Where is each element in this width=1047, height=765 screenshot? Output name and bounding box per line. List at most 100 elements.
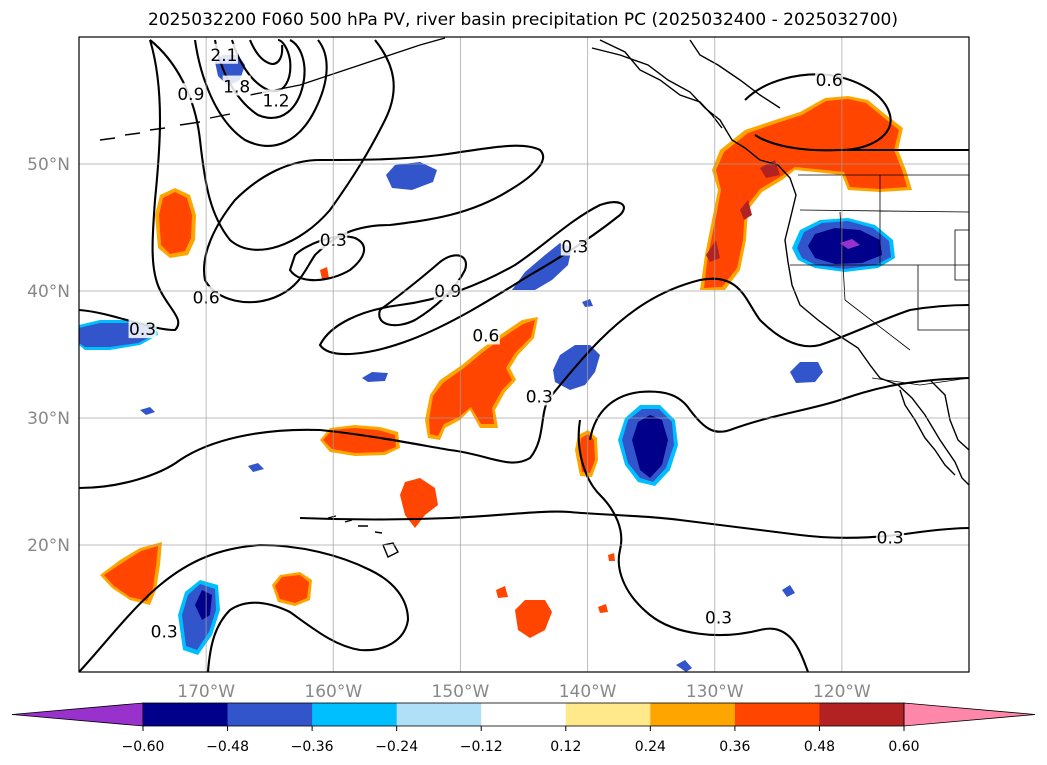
- precip-pos-27n-inner: [323, 428, 396, 453]
- colorbar-outline: [142, 702, 905, 727]
- coastlines: [99, 37, 969, 558]
- contour-label-bg: [433, 280, 462, 300]
- colorbar-tick-label: 0.36: [719, 739, 750, 755]
- contour-label: 1.2: [263, 92, 290, 112]
- contour-label-bg: [560, 235, 589, 256]
- contour-label-bg: [176, 83, 205, 104]
- contour-label-bg: [128, 318, 157, 339]
- lon-tick-label: 170°W: [177, 682, 235, 702]
- colorbar-tick-label: −0.24: [375, 739, 418, 755]
- pv-contour-0.3-ring: [588, 376, 969, 441]
- pv-contour-2.1: [249, 39, 284, 66]
- pv-contour-0.6-mid: [318, 201, 625, 356]
- coastline-alaska-peninsula: [249, 37, 446, 96]
- contour-label-bg: [209, 43, 238, 64]
- lon-tick-label: 130°W: [686, 682, 744, 702]
- contour-label-bg: [262, 89, 291, 110]
- precip-pos-band-inner: [429, 320, 535, 436]
- colorbar-segment: [227, 703, 313, 726]
- colorbar-tick-label: −0.36: [291, 739, 334, 755]
- precip-pos-16n-inner: [275, 575, 309, 603]
- colorbar-tick-label: −0.48: [206, 739, 249, 755]
- colorbar-segment: [650, 703, 736, 726]
- precip-neg-43n: [512, 243, 572, 290]
- pv-contour-0.9-alaska: [149, 39, 395, 251]
- contour-label: 0.6: [472, 326, 499, 346]
- precip-pos-14n: [515, 600, 552, 638]
- contour-label: 0.3: [705, 608, 732, 628]
- colorbar-segment: [819, 703, 905, 726]
- colorbar-tick-label: 0.60: [888, 739, 919, 755]
- lon-tick-label: 120°W: [813, 682, 871, 702]
- colorbar-segment: [481, 703, 567, 726]
- chart-title: 2025032200 F060 500 hPa PV, river basin …: [148, 10, 898, 30]
- contour-label: 0.9: [434, 282, 461, 302]
- precip-neg-15n-core: [195, 590, 212, 620]
- contour-label: 0.9: [177, 85, 204, 105]
- contour-label: 1.8: [223, 78, 250, 98]
- coastline-baja: [899, 389, 956, 476]
- gridlines: [79, 37, 969, 672]
- pv-contour-1.8: [230, 38, 292, 93]
- pv-contour-0.6-ne: [744, 73, 892, 152]
- pv-contour-1.2: [193, 39, 328, 147]
- colorbar-tick-label: 0.48: [804, 739, 835, 755]
- lat-tick-label: 30°N: [27, 409, 70, 429]
- contour-label-bg: [222, 75, 251, 96]
- colorbar: [11, 702, 1036, 727]
- colorbar-segment: [396, 703, 482, 726]
- lon-tick-label: 150°W: [432, 682, 490, 702]
- border-us-mexico: [871, 377, 969, 386]
- lat-tick-label: 40°N: [27, 282, 70, 302]
- contour-label: 0.3: [877, 528, 904, 548]
- precip-fills: [79, 55, 912, 672]
- contour-label: 2.1: [210, 46, 237, 66]
- colorbar-tick-label: 0.24: [635, 739, 666, 755]
- contour-label: 0.6: [816, 71, 843, 91]
- coastline-mexico-mainland: [929, 379, 969, 451]
- contour-label-bg: [525, 385, 554, 406]
- political-borders: [790, 174, 969, 386]
- colorbar-tick-labels: −0.60 −0.48 −0.36 −0.24 −0.12 0.12 0.24 0.36 0.4…: [122, 726, 920, 755]
- colorbar-tick-label: 0.12: [550, 739, 581, 755]
- pv-contour-0.3-east-loop: [577, 419, 809, 672]
- map-panel: 2.11.81.20.90.60.30.30.90.60.30.30.60.30…: [79, 37, 969, 672]
- border-states: [790, 175, 969, 351]
- lon-tick-label: 160°W: [304, 682, 362, 702]
- alaska-panhandle: [599, 39, 781, 129]
- precip-pos-17n-inner: [104, 546, 158, 601]
- contour-label: 0.3: [526, 387, 553, 407]
- colorbar-tick-label: −0.12: [460, 739, 503, 755]
- colorbar-extend-low: [11, 702, 144, 727]
- contour-label: 0.3: [561, 238, 588, 258]
- hawaii-islands: [327, 515, 399, 558]
- lon-tick-label: 140°W: [559, 682, 617, 702]
- colorbar-segment: [312, 703, 398, 726]
- precip-neg-49n: [386, 162, 437, 190]
- precip-pos-23n: [400, 478, 438, 528]
- precip-pos-47n-inner: [159, 192, 192, 254]
- precip-neg-nevada-peak: [840, 239, 860, 249]
- contour-label-bg: [471, 324, 500, 345]
- precip-neg-34n: [790, 362, 823, 383]
- colorbar-tick-label: −0.60: [122, 739, 165, 755]
- precip-neg-central-core: [632, 415, 668, 478]
- map-frame: [78, 36, 970, 673]
- colorbar-extend-high: [903, 702, 1036, 727]
- lat-tick-labels: 20°N 30°N 40°N 50°N: [27, 155, 70, 556]
- contour-label-bg: [815, 69, 844, 90]
- colorbar-segment: [143, 703, 229, 726]
- lat-tick-label: 20°N: [27, 536, 70, 556]
- contour-label: 0.3: [151, 622, 178, 642]
- precip-pos-pnw-inner: [704, 99, 907, 288]
- colorbar-segment: [734, 703, 820, 726]
- contour-label: 0.3: [129, 320, 156, 340]
- pv-contour-0.3-south: [79, 543, 410, 672]
- pv-contour-labels: 2.11.81.20.90.60.30.30.90.60.30.30.60.30…: [128, 43, 905, 642]
- colorbar-segment: [565, 703, 651, 726]
- precip-pnw-core: [706, 160, 780, 262]
- aleutian-islands: [99, 113, 231, 141]
- lon-tick-labels: 170°W 160°W 150°W 140°W 130°W 120°W: [177, 682, 871, 702]
- contour-label-bg: [150, 620, 179, 641]
